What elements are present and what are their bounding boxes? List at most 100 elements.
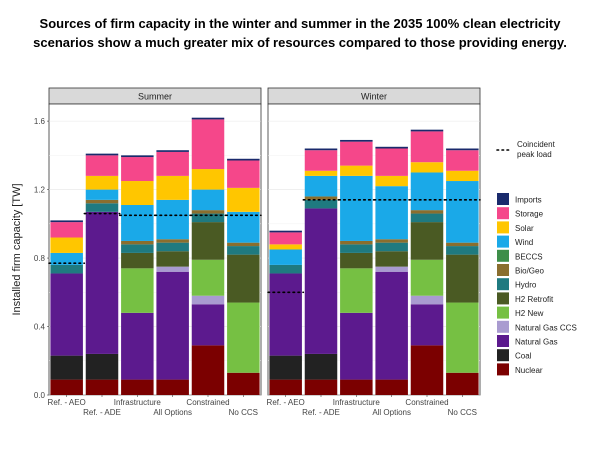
- winter-bar-3-solar: [375, 175, 408, 187]
- summer-bar-1-bio-geo: [85, 199, 119, 204]
- summer-bar-0-wind: [50, 252, 83, 265]
- summer-bar-3-natural-gas-ccs: [156, 266, 189, 272]
- winter-bar-5-wind: [446, 181, 479, 243]
- summer-bar-4-storage: [191, 119, 225, 170]
- summer-bar-5-hydro: [227, 246, 260, 255]
- winter-bar-4-natural-gas: [410, 304, 444, 346]
- summer-bar-4-bio-geo: [191, 210, 225, 214]
- summer-bar-1-solar: [85, 175, 119, 190]
- winter-bar-2-hydro: [340, 244, 373, 253]
- y-tick-label-4: 1.6: [34, 117, 46, 126]
- y-tick-label-0: 0.0: [34, 391, 46, 400]
- winter-bar-4-h2-retrofit: [410, 222, 444, 260]
- legend-swatch-solar: [497, 221, 509, 234]
- winter-bar-1-imports: [304, 148, 338, 151]
- winter-bar-3-natural-gas: [375, 271, 408, 380]
- winter-bar-4-imports: [410, 129, 444, 132]
- legend-label-wind: Wind: [515, 238, 533, 247]
- winter-bar-2-storage: [340, 141, 373, 166]
- legend-swatch-hydro: [497, 278, 509, 291]
- legend-swatch-h2-retrofit: [497, 292, 509, 305]
- summer-bar-3-wind: [156, 199, 189, 240]
- summer-bar-0-hydro: [50, 264, 83, 274]
- legend-label-natural-gas: Natural Gas: [515, 338, 558, 347]
- winter-bar-5-nuclear: [446, 372, 479, 395]
- plot-area: Installed firm capacity [TW] 0.0 0.4 0.8 1.2…: [11, 87, 481, 417]
- y-tick-label-1: 0.4: [34, 323, 46, 332]
- summer-bar-1-imports: [85, 153, 119, 156]
- winter-bar-0-natural-gas: [269, 273, 302, 356]
- summer-bar-3-nuclear: [156, 379, 189, 395]
- legend-swatch-nuclear: [497, 363, 509, 376]
- winter-x-tick-label-5: No CCS: [448, 408, 477, 417]
- winter-bar-3-nuclear: [375, 379, 408, 395]
- summer-bar-5-imports: [227, 158, 260, 161]
- summer-bar-4-natural-gas: [191, 304, 225, 346]
- summer-bar-1-storage: [85, 155, 119, 176]
- summer-bar-2-storage: [121, 157, 154, 182]
- winter-x-tick-label-4: Constrained: [405, 398, 448, 407]
- legend-label-imports: Imports: [515, 196, 542, 205]
- winter-bar-1-nuclear: [304, 379, 338, 395]
- summer-bar-4-wind: [191, 189, 225, 211]
- summer-bar-2-bio-geo: [121, 240, 154, 245]
- winter-bar-2-solar: [340, 165, 373, 176]
- legend-peak-load-label-line-2: peak load: [517, 150, 552, 159]
- legend-label-natural-gas-ccs: Natural Gas CCS: [515, 323, 577, 332]
- legend-label-storage: Storage: [515, 210, 544, 219]
- winter-bar-2-h2-new: [340, 268, 373, 313]
- winter-bar-4-natural-gas-ccs: [410, 295, 444, 305]
- summer-bar-0-solar: [50, 237, 83, 253]
- chart-title: Sources of firm capacity in the winter a…: [10, 14, 590, 52]
- winter-bar-5-bio-geo: [446, 242, 479, 247]
- winter-bar-3-imports: [375, 146, 408, 149]
- winter-bar-5-solar: [446, 170, 479, 182]
- winter-bar-1-solar: [304, 170, 338, 176]
- chart-title-line-2: scenarios show a much greater mix of res…: [33, 35, 567, 50]
- winter-bar-5-h2-retrofit: [446, 254, 479, 303]
- winter-bar-1-bio-geo: [304, 196, 338, 200]
- winter-bar-2-nuclear: [340, 379, 373, 395]
- winter-panel-title: Winter: [361, 92, 387, 102]
- summer-bar-5-wind: [227, 211, 260, 243]
- legend-label-bio-geo: Bio/Geo: [515, 267, 544, 276]
- winter-bar-4-solar: [410, 162, 444, 173]
- summer-bar-4-h2-new: [191, 259, 225, 296]
- winter-bar-5-storage: [446, 150, 479, 171]
- winter-bar-4-bio-geo: [410, 210, 444, 214]
- winter-bar-3-bio-geo: [375, 239, 408, 243]
- summer-bar-2-imports: [121, 155, 154, 158]
- legend-peak-load-label-line-1: Coincident: [517, 140, 556, 149]
- summer-x-tick-label-0: Ref. - AEO: [48, 398, 86, 407]
- summer-bar-5-h2-retrofit: [227, 254, 260, 303]
- winter-bar-2-h2-retrofit: [340, 252, 373, 269]
- winter-bar-1-hydro: [304, 199, 338, 209]
- legend-label-h2-new: H2 New: [515, 309, 544, 318]
- legend-label-nuclear: Nuclear: [515, 366, 543, 375]
- y-tick-label-2: 0.8: [34, 254, 46, 263]
- summer-bar-2-natural-gas: [121, 312, 154, 380]
- winter-bar-1-natural-gas: [304, 208, 338, 354]
- summer-bar-3-storage: [156, 151, 189, 176]
- winter-bar-4-nuclear: [410, 345, 444, 395]
- winter-bar-1-coal: [304, 353, 338, 380]
- winter-bar-0-nuclear: [269, 379, 302, 395]
- summer-bar-2-h2-new: [121, 268, 154, 313]
- winter-bar-5-hydro: [446, 246, 479, 255]
- summer-x-tick-label-4: Constrained: [186, 398, 229, 407]
- summer-bar-5-bio-geo: [227, 242, 260, 247]
- summer-bar-3-imports: [156, 150, 189, 152]
- summer-x-tick-label-1: Ref. - ADE: [83, 408, 121, 417]
- summer-x-tick-label-2: Infrastructure: [114, 398, 162, 407]
- summer-bar-2-solar: [121, 181, 154, 205]
- winter-bar-4-wind: [410, 172, 444, 211]
- winter-bar-0-wind: [269, 249, 302, 265]
- legend-swatch-bio-geo: [497, 264, 509, 276]
- summer-x-tick-label-5: No CCS: [229, 408, 258, 417]
- summer-bar-1-natural-gas: [85, 211, 119, 354]
- summer-bar-2-wind: [121, 204, 154, 241]
- winter-panel-frame: [267, 103, 481, 396]
- winter-x-tick-label-0: Ref. - AEO: [267, 398, 305, 407]
